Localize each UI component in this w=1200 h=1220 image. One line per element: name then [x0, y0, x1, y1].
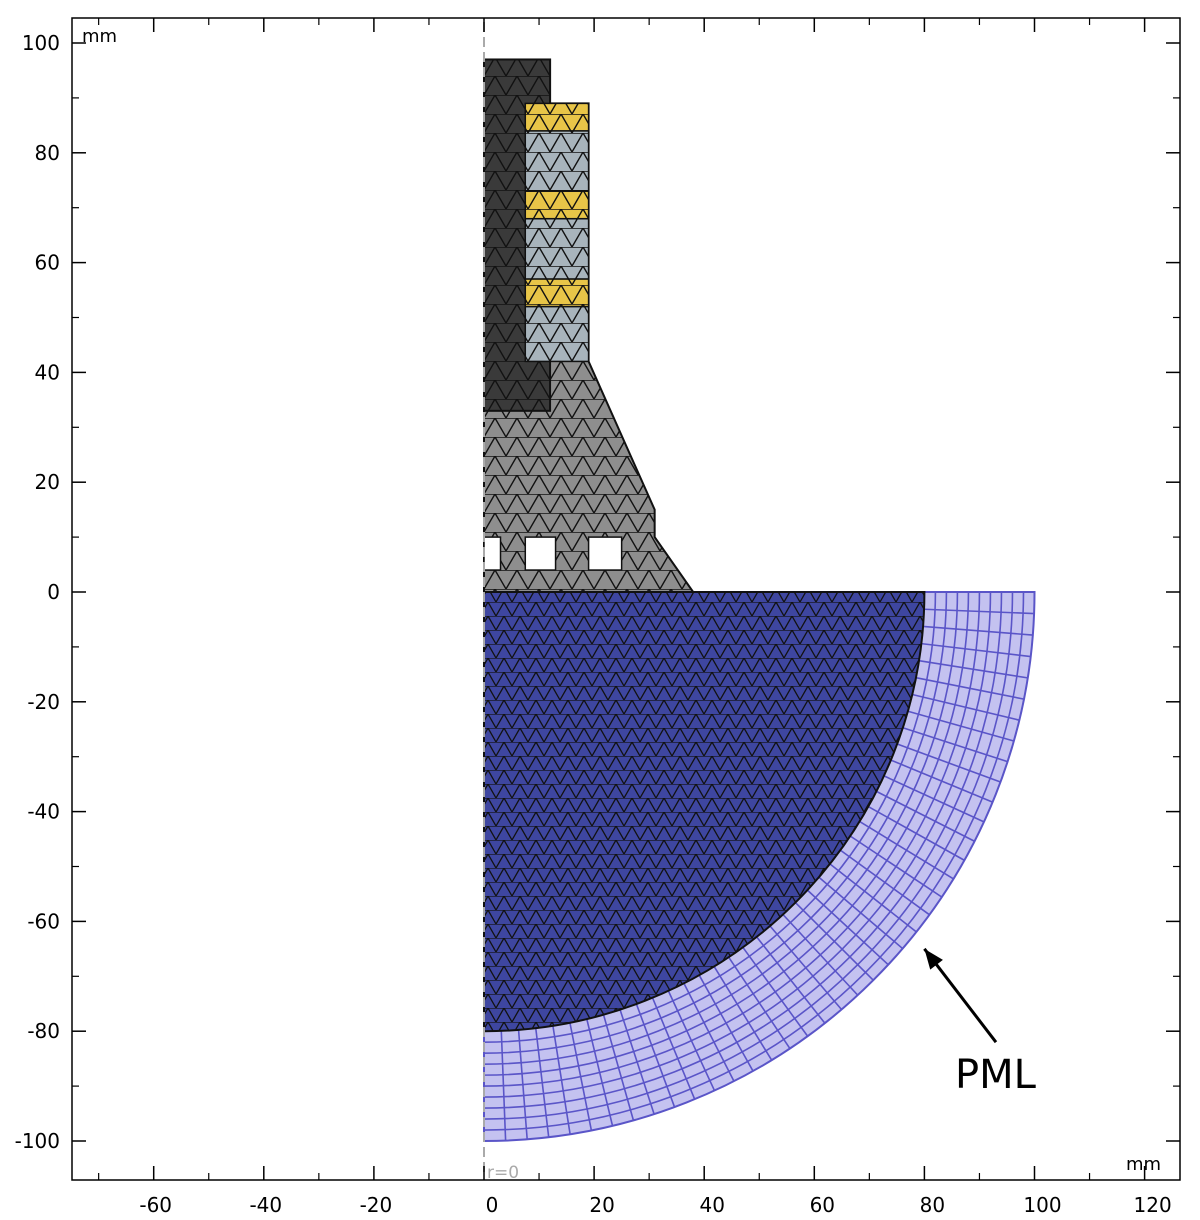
y-tick-label: 60	[35, 251, 60, 275]
y-unit-label: mm	[82, 26, 117, 47]
y-tick-label: 0	[47, 580, 60, 604]
spacer-ring-mesh	[525, 218, 589, 280]
pml-grid-arc	[483, 591, 959, 1065]
cavity	[587, 536, 623, 571]
x-tick-label: 0	[486, 1193, 499, 1217]
pml-grid-arc	[483, 591, 1025, 1131]
y-tick-label: -100	[15, 1129, 60, 1153]
pml-grid-arc	[483, 591, 948, 1054]
cavity	[483, 536, 502, 571]
pml-grid-arc	[483, 591, 992, 1098]
x-tick-label: -60	[139, 1193, 172, 1217]
x-tick-label: 100	[1023, 1193, 1061, 1217]
y-tick-label: 40	[35, 360, 60, 384]
x-tick-label: 40	[699, 1193, 724, 1217]
symmetry-axis-label: r=0	[487, 1163, 519, 1183]
piezo-ring-mesh	[525, 191, 589, 219]
pml-grid-arc	[483, 591, 970, 1076]
x-tick-label: 120	[1134, 1193, 1172, 1217]
pml-arrow-head	[924, 948, 943, 970]
model-geometry: r=0	[483, 22, 1036, 1183]
x-tick-label: 20	[589, 1193, 614, 1217]
y-tick-label: 100	[22, 31, 60, 55]
cavity	[524, 536, 557, 571]
x-tick-label: -20	[360, 1193, 393, 1217]
y-tick-label: 80	[35, 141, 60, 165]
piezo-ring-mesh	[525, 279, 589, 307]
spacer-ring-mesh	[525, 306, 589, 362]
x-tick-label: 60	[810, 1193, 835, 1217]
y-tick-label: -20	[27, 690, 60, 714]
spacer-ring-mesh	[525, 130, 589, 192]
x-tick-label: 80	[920, 1193, 945, 1217]
x-tick-label: -40	[249, 1193, 282, 1217]
pml-callout: PML	[923, 947, 1037, 1098]
piezo-ring-mesh	[525, 103, 589, 131]
pml-grid-arc	[483, 591, 981, 1087]
pml-grid-arc	[483, 591, 937, 1043]
y-tick-label: -60	[27, 909, 60, 933]
axis-ticks: -60 -40 -20 0 20 40 60 80 100 120 100 80 60 40 20 0 -20 -…	[15, 18, 1180, 1217]
pml-grid-arc	[483, 591, 1003, 1109]
pml-grid-arc	[483, 591, 1014, 1120]
pml-label: PML	[955, 1052, 1037, 1098]
y-tick-label: -40	[27, 800, 60, 824]
medium-mesh	[484, 592, 925, 1032]
y-tick-label: 20	[35, 470, 60, 494]
x-unit-label: mm	[1126, 1154, 1161, 1175]
y-tick-label: -80	[27, 1019, 60, 1043]
